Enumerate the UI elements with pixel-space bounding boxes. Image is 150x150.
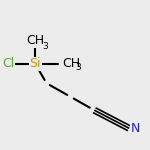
Text: Cl: Cl: [2, 57, 14, 70]
Text: CH: CH: [62, 57, 80, 70]
Text: Si: Si: [30, 57, 41, 70]
Text: N: N: [130, 123, 140, 135]
Text: 3: 3: [75, 63, 81, 72]
Text: CH: CH: [26, 34, 44, 47]
Text: 3: 3: [42, 42, 48, 51]
